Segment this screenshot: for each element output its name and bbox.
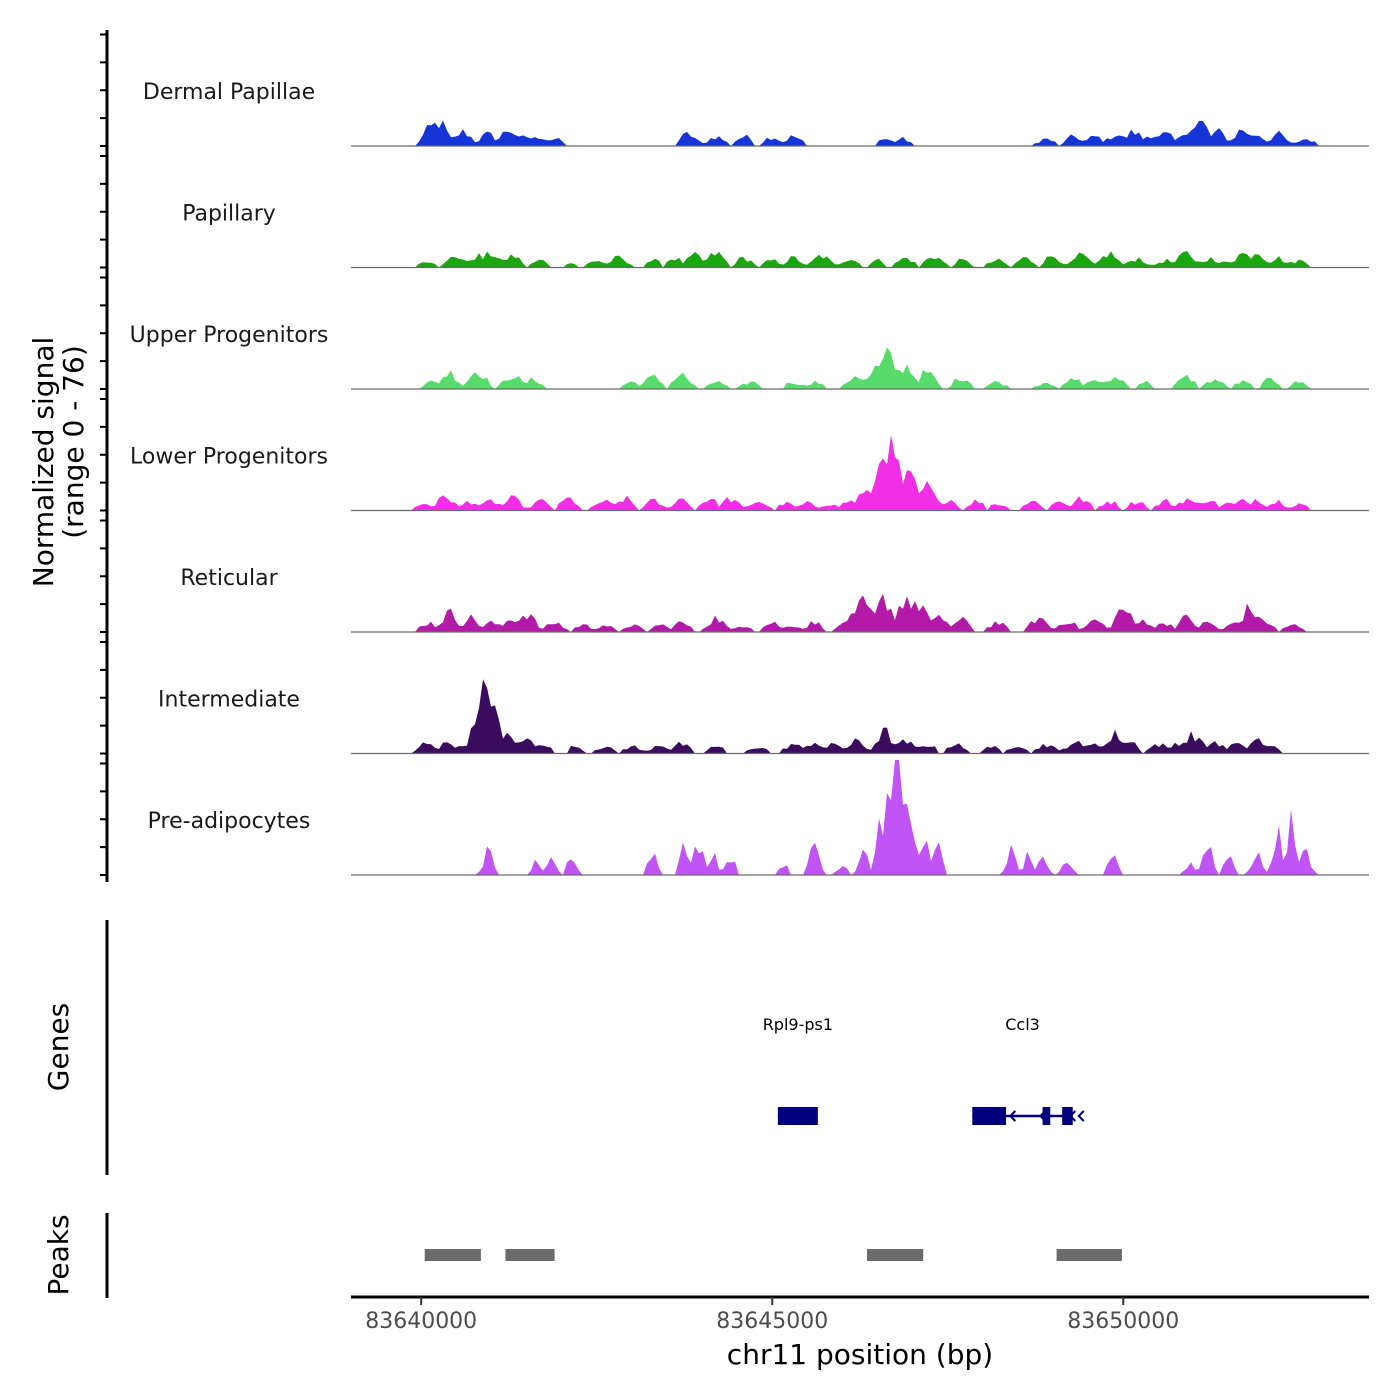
peak-region [867,1249,924,1261]
x-axis-ticks: 83640000 83645000 83650000 [365,1297,1179,1334]
coverage-track-label: Intermediate [158,688,300,713]
coverage-track: Upper Progenitors [130,323,1369,390]
gene-strand-arrow [1077,1110,1085,1122]
gene-strand-arrow [978,1110,987,1122]
y-axis-title-line1: Normalized signal [27,337,60,588]
coverage-track-label: Dermal Papillae [143,80,315,105]
gene-exon [777,1107,818,1125]
coverage-track: Pre-adipocytes [148,760,1369,876]
gene-exon [972,1107,1007,1125]
coverage-track: Dermal Papillae [143,80,1369,147]
coverage-track-label: Upper Progenitors [130,323,329,348]
coverage-area [351,250,1369,268]
coverage-area [351,120,1369,146]
peak-region [1056,1249,1122,1261]
gene-exon [1062,1107,1073,1125]
coverage-y-ticks [100,33,107,876]
coverage-track-label: Papillary [182,202,276,227]
coverage-track: Papillary [182,202,1369,269]
coverage-area [351,347,1369,389]
coverage-track-label: Pre-adipocytes [148,809,311,834]
genes-track-label: Genes [42,1003,75,1091]
gene-strand-arrow [1038,1110,1047,1122]
coverage-area [351,679,1369,754]
coverage-track-label: Reticular [180,566,278,591]
x-tick-label: 83640000 [365,1309,477,1334]
x-tick-label: 83650000 [1067,1309,1179,1334]
gene-strand-arrow [1008,1110,1017,1122]
coverage-track: Intermediate [158,679,1369,755]
coverage-area [351,760,1369,875]
coverage-area [351,593,1369,632]
coverage-track-label: Lower Progenitors [130,445,328,470]
y-axis-title-line2: (range 0 - 76) [57,345,90,539]
peak-region [505,1249,555,1261]
coverage-tracks: Dermal Papillae Papillary Upper Progenitor… [130,80,1369,876]
gene-annotations: Rpl9-ps1 Ccl3 [763,1015,1085,1125]
peak-regions [424,1249,1122,1261]
gene: Ccl3 [972,1015,1085,1125]
gene-label: Ccl3 [1005,1015,1040,1034]
coverage-track: Reticular [180,566,1369,633]
gene-strand-arrow [1068,1110,1077,1122]
coverage-track: Lower Progenitors [130,434,1369,512]
gene-label: Rpl9-ps1 [763,1015,833,1034]
gene: Rpl9-ps1 [763,1015,833,1125]
peaks-track-label: Peaks [42,1214,75,1295]
x-tick-label: 83645000 [716,1309,828,1334]
x-axis-title: chr11 position (bp) [727,1338,993,1371]
coverage-area [351,434,1369,511]
gene-exon [1042,1107,1051,1125]
peak-region [424,1249,481,1261]
